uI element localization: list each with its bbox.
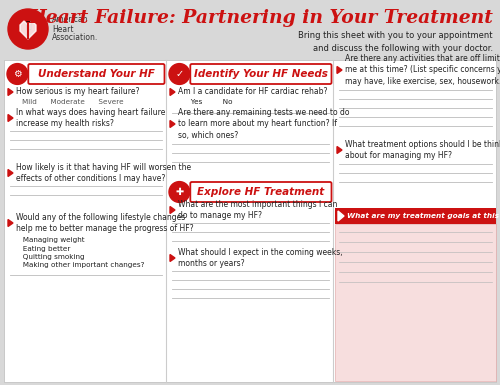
Text: Heart Failure: Partnering in Your Treatment: Heart Failure: Partnering in Your Treatm… <box>28 9 493 27</box>
Polygon shape <box>8 219 13 226</box>
Text: In what ways does having heart failure
increase my health risks?: In what ways does having heart failure i… <box>16 107 166 129</box>
Text: What are the most important things I can
do to manage my HF?: What are the most important things I can… <box>178 199 338 220</box>
Text: Mild      Moderate      Severe: Mild Moderate Severe <box>22 99 124 105</box>
Polygon shape <box>338 211 344 221</box>
Circle shape <box>169 182 190 203</box>
FancyBboxPatch shape <box>0 0 500 58</box>
Text: How serious is my heart failure?: How serious is my heart failure? <box>16 87 140 97</box>
FancyBboxPatch shape <box>190 64 332 84</box>
Text: Yes         No: Yes No <box>184 99 232 105</box>
Polygon shape <box>337 147 342 154</box>
Text: What treatment options should I be thinking
about for managing my HF?: What treatment options should I be think… <box>345 140 500 161</box>
Circle shape <box>8 9 48 49</box>
Polygon shape <box>20 21 36 39</box>
Polygon shape <box>170 121 175 127</box>
FancyBboxPatch shape <box>4 60 496 382</box>
Polygon shape <box>170 254 175 261</box>
Text: What should I expect in the coming weeks,
months or years?: What should I expect in the coming weeks… <box>178 248 342 268</box>
Polygon shape <box>8 169 13 176</box>
Text: Identify Your HF Needs: Identify Your HF Needs <box>194 69 328 79</box>
Polygon shape <box>337 67 342 74</box>
Text: Are there any remaining tests we need to do
to learn more about my heart functio: Are there any remaining tests we need to… <box>178 108 350 140</box>
FancyBboxPatch shape <box>190 182 332 202</box>
Text: Am I a candidate for HF cardiac rehab?: Am I a candidate for HF cardiac rehab? <box>178 87 328 97</box>
Text: Managing weight
   Eating better
   Quitting smoking
   Making other important c: Managing weight Eating better Quitting s… <box>16 237 144 268</box>
Text: 🔥: 🔥 <box>25 19 31 29</box>
Text: Heart: Heart <box>52 25 74 33</box>
Text: How likely is it that having HF will worsen the
effects of other conditions I ma: How likely is it that having HF will wor… <box>16 162 191 183</box>
Polygon shape <box>170 206 175 214</box>
FancyBboxPatch shape <box>335 208 496 224</box>
Polygon shape <box>8 114 13 122</box>
Text: Are there any activities that are off limits for
me at this time? (List specific: Are there any activities that are off li… <box>345 54 500 86</box>
Text: ✓: ✓ <box>176 69 184 79</box>
Text: American: American <box>52 15 88 25</box>
Text: What are my treatment goals at this time?: What are my treatment goals at this time… <box>347 213 500 219</box>
Text: Association.: Association. <box>52 33 98 42</box>
Text: Explore HF Treatment: Explore HF Treatment <box>198 187 324 197</box>
Polygon shape <box>170 89 175 95</box>
Text: Understand Your HF: Understand Your HF <box>38 69 155 79</box>
Text: ⚙: ⚙ <box>13 69 22 79</box>
Polygon shape <box>8 89 13 95</box>
FancyBboxPatch shape <box>28 64 164 84</box>
Text: Would any of the following lifestyle changes
help me to better manage the progre: Would any of the following lifestyle cha… <box>16 213 194 233</box>
FancyBboxPatch shape <box>335 224 496 381</box>
Text: Bring this sheet with you to your appointment
and discuss the following with you: Bring this sheet with you to your appoin… <box>298 31 493 53</box>
Circle shape <box>7 64 28 84</box>
Circle shape <box>169 64 190 84</box>
Text: ✚: ✚ <box>176 187 184 197</box>
